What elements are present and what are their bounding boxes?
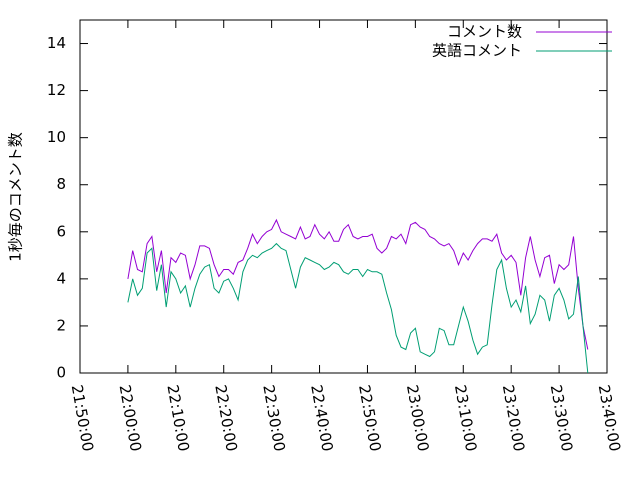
legend-label: コメント数 xyxy=(447,23,522,41)
x-tick-label: 23:30:00 xyxy=(547,383,576,452)
y-tick-label: 8 xyxy=(56,175,66,193)
y-tick-label: 10 xyxy=(47,128,66,146)
x-tick-label: 22:00:00 xyxy=(116,383,145,452)
y-tick-label: 0 xyxy=(56,364,66,382)
legend-label: 英語コメント xyxy=(432,42,522,60)
x-tick-label: 23:20:00 xyxy=(499,383,528,452)
series-line xyxy=(127,218,589,350)
x-tick-label: 23:40:00 xyxy=(595,383,624,452)
x-tick-label: 21:50:00 xyxy=(68,383,97,452)
x-tick-label: 22:50:00 xyxy=(355,383,384,452)
y-tick-label: 4 xyxy=(56,269,66,287)
series-line xyxy=(127,242,589,374)
x-tick-label: 23:10:00 xyxy=(451,383,480,452)
y-tick-label: 6 xyxy=(56,222,66,240)
plot-border xyxy=(79,19,608,374)
x-tick-label: 22:20:00 xyxy=(211,383,240,452)
y-tick-label: 12 xyxy=(47,81,66,99)
x-tick-label: 22:40:00 xyxy=(307,383,336,452)
x-tick-label: 22:10:00 xyxy=(163,383,192,452)
y-tick-label: 2 xyxy=(56,316,66,334)
x-tick-label: 23:00:00 xyxy=(403,383,432,452)
y-tick-label: 14 xyxy=(47,34,66,52)
x-tick-label: 22:30:00 xyxy=(259,383,288,452)
y-axis-label: 1秒毎のコメント数 xyxy=(7,132,25,262)
